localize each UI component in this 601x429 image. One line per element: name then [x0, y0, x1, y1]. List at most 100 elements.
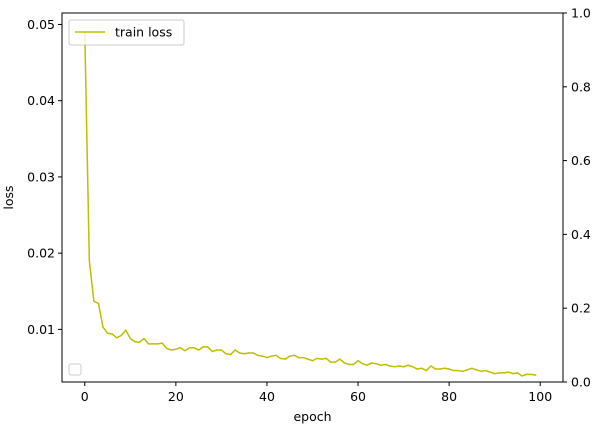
x-tick-label: 20 — [168, 389, 184, 404]
data-point — [393, 366, 396, 368]
data-point — [129, 337, 132, 340]
x-tick-label: 80 — [441, 389, 457, 404]
y-tick-label: 0.05 — [27, 17, 55, 32]
data-point — [252, 352, 255, 354]
data-point — [179, 346, 182, 349]
data-point — [316, 357, 318, 360]
data-point — [175, 348, 177, 350]
data-point — [111, 333, 113, 335]
data-point — [521, 375, 523, 377]
y-axis-ticks: 0.01 0.02 0.03 0.04 0.05 — [27, 17, 62, 337]
data-point — [170, 349, 173, 351]
data-point — [421, 367, 423, 370]
data-point — [202, 346, 204, 348]
series-layer — [84, 31, 537, 377]
x-tick-label: 40 — [259, 389, 275, 404]
data-point — [493, 372, 496, 375]
data-point — [125, 329, 127, 331]
data-point — [220, 349, 223, 351]
data-point — [512, 372, 514, 375]
data-point — [298, 356, 300, 359]
data-point — [261, 355, 264, 357]
data-point — [238, 352, 241, 354]
data-point — [380, 364, 382, 366]
data-point — [348, 363, 350, 366]
data-point — [229, 353, 232, 356]
data-point — [480, 370, 482, 373]
data-point — [152, 343, 154, 345]
data-point — [375, 362, 378, 365]
data-point — [462, 370, 464, 373]
y-tick-label: 0.03 — [27, 169, 55, 184]
y2-tick-label: 0.4 — [571, 227, 591, 242]
plot-frame — [61, 12, 564, 383]
data-point — [484, 369, 487, 372]
y-tick-label: 0.02 — [27, 246, 55, 261]
data-point — [530, 373, 532, 376]
data-point — [352, 363, 355, 366]
data-point — [457, 369, 459, 372]
y2-tick-label: 0.0 — [571, 375, 591, 390]
data-point — [411, 366, 414, 368]
series-line-0 — [84, 32, 536, 377]
data-point — [266, 356, 268, 359]
data-point — [329, 361, 332, 363]
data-point — [193, 346, 195, 349]
data-point — [434, 368, 437, 370]
data-point — [115, 337, 118, 339]
data-point — [188, 346, 191, 349]
data-point — [366, 364, 368, 366]
y2-tick-label: 0.6 — [571, 153, 591, 168]
y2-tick-label: 1.0 — [571, 6, 591, 21]
data-point — [325, 357, 327, 360]
secondary-y-axis-ticks: 0.0 0.2 0.4 0.6 0.8 1.0 — [563, 6, 591, 390]
data-point — [452, 369, 455, 372]
x-tick-label: 60 — [350, 389, 366, 404]
x-tick-label: 100 — [528, 389, 552, 404]
data-point — [247, 352, 250, 354]
y2-tick-label: 0.8 — [571, 79, 591, 94]
data-point — [471, 367, 473, 370]
data-point — [361, 362, 364, 365]
data-point — [443, 367, 446, 370]
data-point — [184, 349, 186, 352]
data-point — [156, 343, 159, 345]
x-axis-label: epoch — [293, 409, 331, 424]
legend: train loss — [68, 19, 185, 46]
data-point — [416, 368, 419, 370]
data-point — [257, 354, 259, 357]
data-point — [534, 374, 537, 376]
data-point — [439, 368, 441, 370]
data-point — [102, 326, 104, 328]
data-point — [234, 349, 236, 351]
data-point — [166, 347, 168, 350]
data-point — [489, 371, 491, 373]
data-point — [106, 332, 109, 334]
data-point — [275, 354, 277, 357]
data-point — [293, 354, 296, 357]
data-point — [206, 346, 209, 348]
data-point — [88, 260, 91, 262]
data-point — [407, 364, 409, 366]
data-point — [279, 357, 282, 360]
data-point — [307, 358, 309, 360]
data-point — [161, 342, 163, 344]
x-tick-label: 0 — [81, 389, 89, 404]
data-point — [134, 340, 136, 343]
data-point — [475, 369, 478, 371]
data-point — [430, 365, 432, 367]
plot-area — [62, 13, 563, 382]
legend-box — [68, 19, 185, 46]
data-point — [320, 358, 323, 360]
data-point — [507, 371, 510, 373]
data-point — [243, 353, 245, 355]
y-tick-label: 0.01 — [27, 322, 55, 337]
data-point — [270, 355, 273, 357]
data-point — [389, 365, 391, 367]
data-point — [138, 341, 141, 344]
legend-label-train-loss: train loss — [115, 25, 172, 40]
data-point — [143, 337, 145, 340]
data-point — [516, 372, 519, 374]
data-point — [503, 372, 505, 374]
